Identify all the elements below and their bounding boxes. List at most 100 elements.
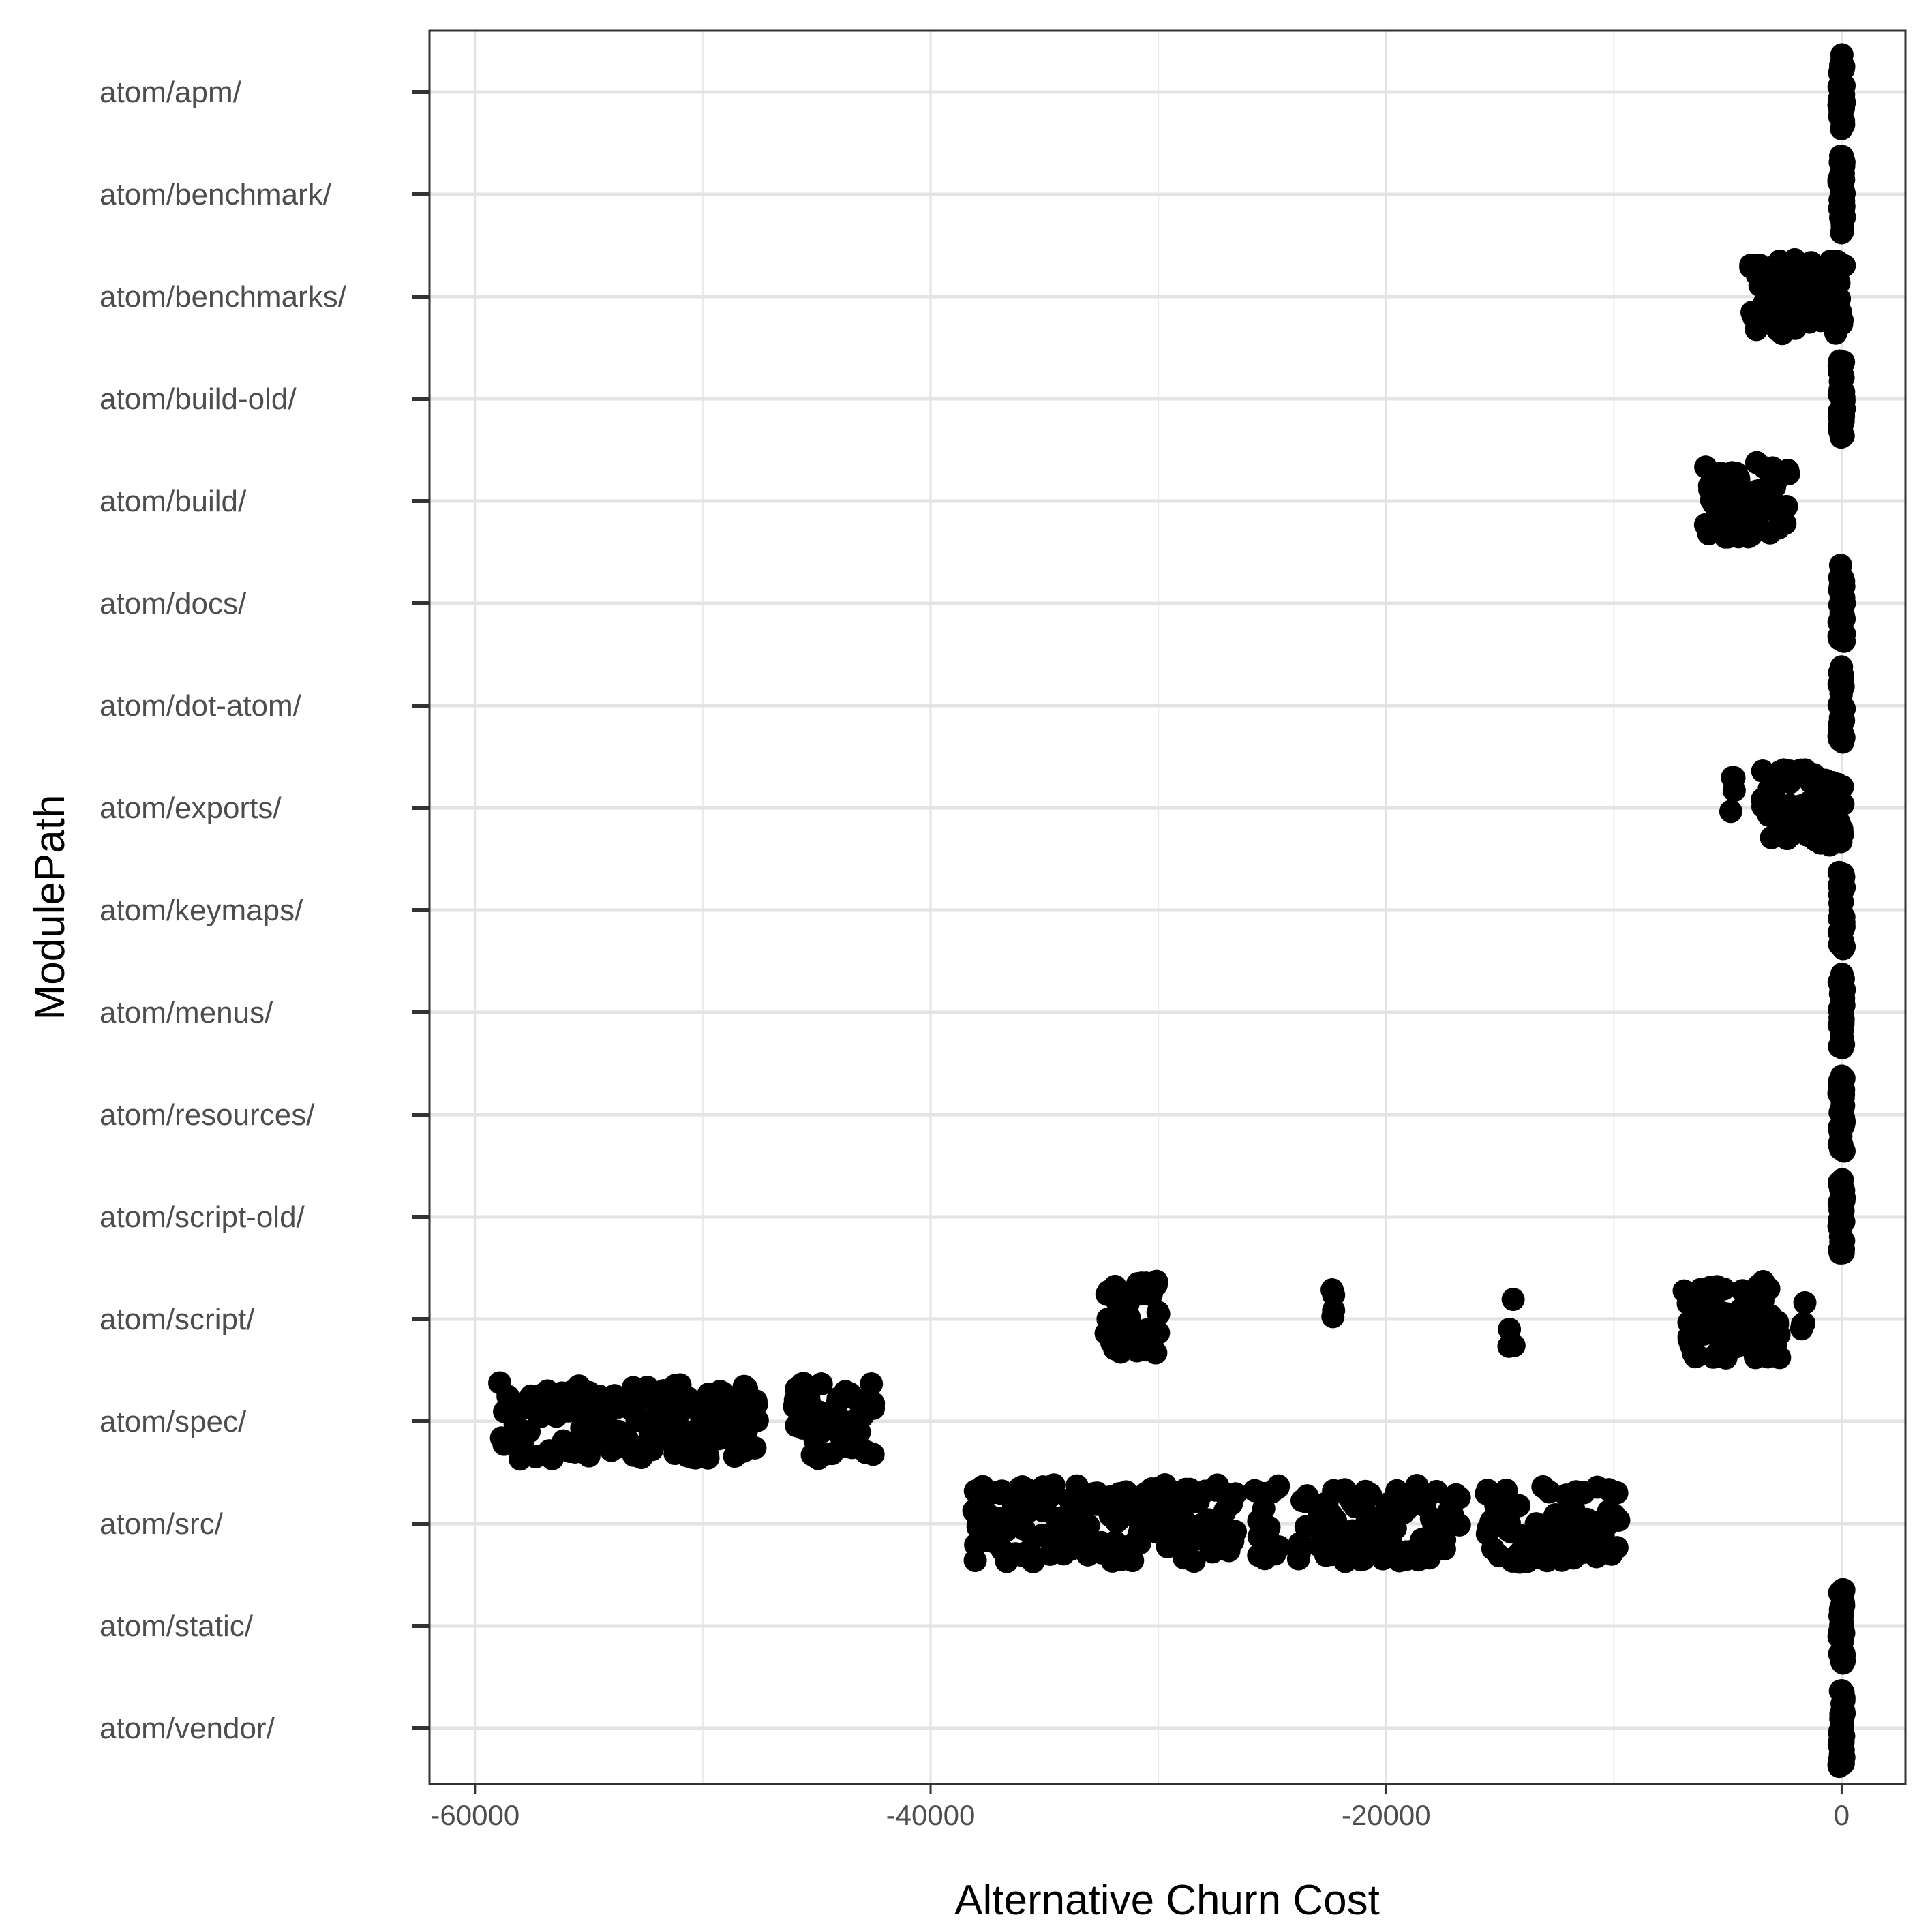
data-point-src — [1076, 1513, 1100, 1537]
data-point-script — [1144, 1341, 1168, 1365]
x-tick-label: -20000 — [1342, 1799, 1431, 1831]
data-point-script — [1757, 1277, 1781, 1301]
y-axis: atom/apm/atom/benchmark/atom/benchmarks/… — [100, 76, 429, 1745]
data-point-menus — [1831, 1008, 1855, 1031]
y-tick-label-keymaps: atom/keymaps/ — [100, 894, 303, 927]
data-point-dot-atom — [1827, 724, 1851, 748]
data-point-src — [1447, 1513, 1471, 1537]
data-point-benchmarks — [1827, 271, 1851, 295]
data-point-script — [1766, 1312, 1790, 1336]
data-point-build — [1727, 466, 1751, 490]
y-tick-label-dot-atom: atom/dot-atom/ — [100, 689, 302, 723]
data-point-apm — [1828, 93, 1852, 117]
data-point-script — [1147, 1302, 1171, 1326]
data-point-src — [1605, 1481, 1629, 1505]
data-point-apm — [1830, 76, 1854, 100]
data-point-build-old — [1832, 389, 1856, 412]
data-point-keymaps — [1831, 934, 1855, 958]
data-point-vendor — [1830, 1695, 1854, 1719]
data-point-spec — [743, 1436, 767, 1460]
data-point-spec — [695, 1444, 719, 1468]
data-point-exports — [1831, 792, 1855, 816]
y-tick-label-build: atom/build/ — [100, 485, 247, 518]
data-point-src — [1224, 1482, 1248, 1506]
data-point-script — [1145, 1269, 1168, 1293]
data-point-script — [1147, 1321, 1171, 1345]
data-point-script — [1501, 1288, 1525, 1312]
data-point-spec — [626, 1406, 650, 1430]
data-point-src — [1494, 1479, 1518, 1503]
data-point-spec — [862, 1396, 886, 1420]
data-point-vendor — [1831, 1752, 1855, 1776]
data-point-script-old — [1832, 1188, 1856, 1212]
data-point-spec — [809, 1372, 833, 1396]
data-point-keymaps — [1832, 875, 1856, 899]
data-point-build-old — [1827, 354, 1851, 378]
data-point-dot-atom — [1827, 693, 1851, 717]
y-tick-label-build-old: atom/build-old/ — [100, 382, 297, 416]
data-point-src — [1121, 1549, 1145, 1573]
y-tick-label-script: atom/script/ — [100, 1303, 255, 1336]
y-tick-label-benchmark: atom/benchmark/ — [100, 178, 332, 211]
x-tick-label: 0 — [1834, 1799, 1850, 1831]
plot-panel-border — [428, 29, 1907, 1785]
data-point-benchmark — [1829, 191, 1853, 215]
data-point-resources — [1831, 1087, 1855, 1111]
data-point-src — [1507, 1494, 1531, 1518]
data-point-script — [1790, 1312, 1814, 1336]
data-point-script — [1768, 1346, 1792, 1370]
y-tick-label-src: atom/src/ — [100, 1507, 224, 1541]
y-axis-title: ModulePath — [27, 795, 74, 1021]
y-tick-label-exports: atom/exports/ — [100, 791, 282, 825]
data-point-src — [1012, 1518, 1036, 1541]
data-point-script-old — [1830, 1168, 1854, 1192]
y-tick-label-static: atom/static/ — [100, 1610, 254, 1643]
y-tick-label-spec: atom/spec/ — [100, 1405, 247, 1438]
data-point-script — [1712, 1277, 1736, 1301]
data-point-script — [1502, 1333, 1526, 1357]
data-point-src — [1444, 1483, 1468, 1507]
x-tick-label: -60000 — [430, 1799, 519, 1831]
data-point-exports — [1719, 800, 1742, 824]
data-point-dot-atom — [1827, 672, 1851, 696]
data-point-static — [1830, 1649, 1854, 1673]
data-point-src — [1221, 1529, 1245, 1553]
data-point-benchmarks — [1830, 308, 1854, 332]
data-point-script-old — [1830, 1208, 1854, 1232]
data-point-benchmarks — [1832, 254, 1856, 277]
data-point-spec — [541, 1447, 564, 1470]
y-tick-label-apm: atom/apm/ — [100, 76, 242, 109]
data-point-docs — [1829, 569, 1853, 592]
data-point-spec — [744, 1393, 768, 1417]
x-axis-title: Alternative Churn Cost — [954, 1877, 1380, 1924]
data-point-build — [1775, 494, 1798, 518]
y-tick-label-benchmarks: atom/benchmarks/ — [100, 280, 347, 314]
data-point-apm — [1830, 43, 1854, 67]
data-points — [488, 43, 1856, 1779]
data-point-menus — [1829, 970, 1853, 994]
data-point-dot-atom — [1830, 655, 1854, 679]
data-point-build — [1773, 512, 1797, 536]
data-point-docs — [1830, 588, 1854, 612]
data-point-script — [1117, 1304, 1141, 1328]
data-point-benchmark — [1827, 170, 1851, 194]
data-point-src — [1267, 1535, 1291, 1559]
data-point-vendor — [1832, 1724, 1856, 1748]
data-point-exports — [1827, 811, 1851, 834]
data-point-docs — [1830, 629, 1854, 652]
data-point-spec — [860, 1372, 884, 1395]
x-tick-label: -40000 — [886, 1799, 976, 1831]
data-point-src — [1182, 1550, 1206, 1573]
data-point-src — [1042, 1473, 1066, 1497]
data-point-build — [1776, 458, 1800, 482]
data-point-build-old — [1828, 418, 1852, 442]
data-point-src — [1605, 1536, 1629, 1560]
data-point-src — [1286, 1547, 1310, 1571]
y-tick-label-resources: atom/resources/ — [100, 1098, 315, 1132]
data-point-src — [1354, 1479, 1378, 1503]
data-point-spec — [861, 1443, 885, 1466]
x-axis: -60000 -40000 -20000 0 — [430, 1784, 1850, 1831]
data-point-script — [1322, 1283, 1346, 1307]
